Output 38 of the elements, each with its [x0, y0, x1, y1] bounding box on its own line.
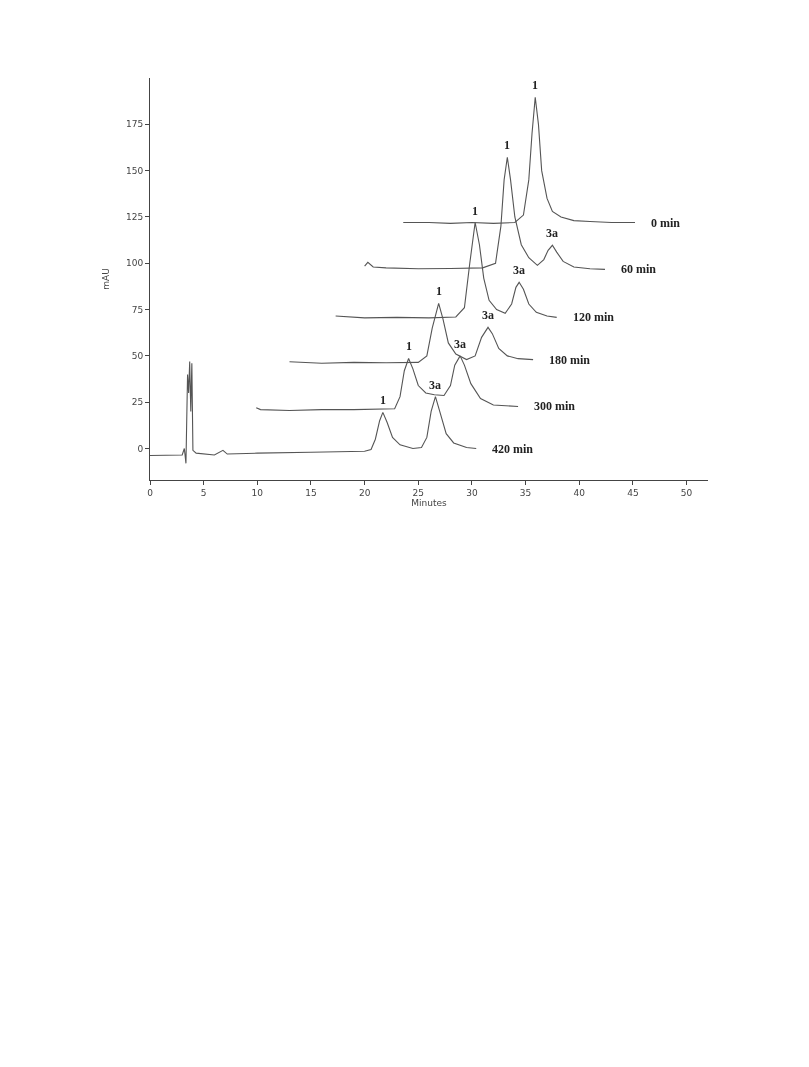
annotation: 1 — [436, 284, 442, 298]
annotation: 3a — [513, 263, 525, 277]
annotation: 1 — [504, 138, 510, 152]
x-tick-label: 35 — [519, 487, 532, 498]
annotation: 3a — [454, 337, 466, 351]
annotation: 3a — [429, 378, 441, 392]
x-tick-label: 20 — [358, 487, 371, 498]
y-tick-label: 25 — [131, 397, 144, 408]
series-label: 60 min — [621, 262, 657, 276]
x-tick-label: 50 — [680, 487, 693, 498]
y-tick-label: 150 — [126, 165, 144, 176]
y-tick-label: 125 — [126, 212, 144, 223]
series-label: 420 min — [492, 442, 534, 456]
x-tick-label: 45 — [627, 487, 639, 498]
y-tick-label: 0 — [137, 443, 144, 454]
x-tick-label: 0 — [147, 487, 154, 498]
annotation: 1 — [472, 204, 478, 218]
annotation: 1 — [406, 339, 412, 353]
series-label: 300 min — [534, 399, 576, 413]
x-tick-label: 15 — [305, 487, 317, 498]
y-tick-label: 175 — [126, 119, 144, 130]
y-tick-label: 50 — [131, 351, 144, 362]
series-label: 180 min — [549, 353, 591, 367]
series-label: 120 min — [573, 310, 615, 324]
x-tick-label: 5 — [200, 487, 207, 498]
y-tick-label: 100 — [126, 258, 144, 269]
annotation: 1 — [532, 78, 538, 92]
x-tick-label: 30 — [466, 487, 478, 498]
x-axis-title: Minutes — [411, 497, 448, 508]
series-label: 0 min — [651, 216, 681, 230]
annotation: 3a — [482, 308, 494, 322]
x-tick-label: 25 — [412, 487, 424, 498]
x-tick-label: 10 — [251, 487, 264, 498]
annotation: 3a — [546, 226, 558, 240]
y-axis-title: mAU — [101, 268, 112, 290]
annotation: 1 — [380, 393, 386, 407]
y-tick-label: 75 — [131, 304, 144, 315]
x-tick-label: 40 — [573, 487, 586, 498]
